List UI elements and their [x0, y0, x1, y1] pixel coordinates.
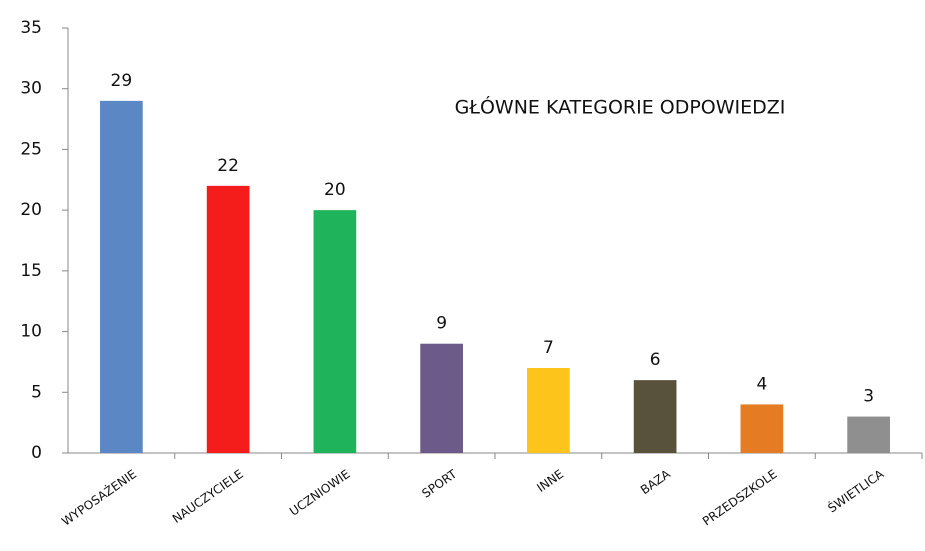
y-tick-label: 15 [20, 261, 42, 281]
y-tick-label: 30 [20, 79, 42, 99]
bar [527, 368, 570, 453]
data-label: 9 [436, 314, 447, 334]
y-tick-label: 20 [20, 200, 42, 220]
bar [206, 185, 250, 453]
data-label: 20 [324, 180, 346, 200]
bar [100, 100, 143, 453]
y-tick-label: 0 [31, 443, 42, 463]
bar [740, 404, 784, 453]
data-label: 7 [543, 338, 554, 358]
x-tick-label: SPORT [419, 466, 460, 500]
x-tick-label: INNE [534, 467, 566, 495]
data-label: 3 [863, 387, 874, 407]
data-label: 29 [111, 71, 133, 91]
x-tick-label: PRZEDSZKOLE [700, 467, 780, 529]
chart-title: GŁÓWNE KATEGORIE ODPOWIEDZI [455, 95, 786, 119]
y-tick-label: 10 [20, 322, 42, 342]
bar [633, 380, 677, 453]
data-label: 22 [217, 156, 239, 176]
x-tick-label: WYPOSAŻENIE [59, 466, 140, 529]
y-tick-label: 35 [20, 18, 42, 38]
x-tick-label: BAZA [638, 466, 674, 497]
y-tick-label: 25 [20, 139, 42, 159]
data-label: 4 [756, 374, 767, 394]
x-tick-label: NAUCZYCIELE [170, 467, 246, 526]
x-tick-label: UCZNIOWIE [287, 467, 353, 519]
bar [847, 416, 890, 453]
data-label: 6 [650, 350, 661, 370]
bar [313, 210, 357, 453]
x-tick-label: ŚWIETLICA [825, 466, 887, 516]
bar [420, 343, 463, 453]
y-tick-label: 5 [31, 382, 42, 402]
